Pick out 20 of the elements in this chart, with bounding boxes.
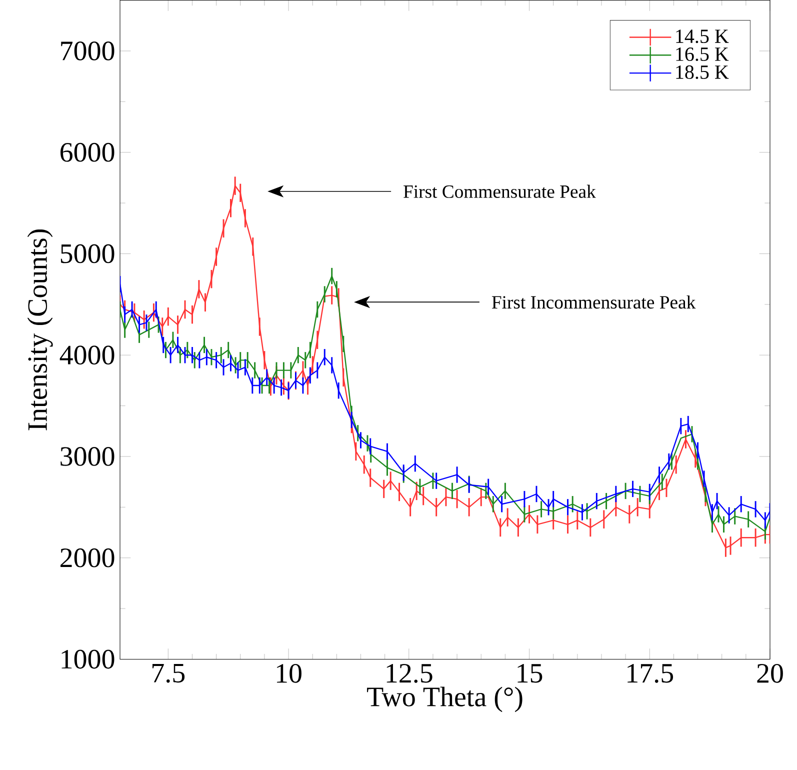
x-tick-label: 15 [518,664,542,683]
x-tick-label: 20 [757,664,783,683]
x-axis-title: Two Theta (°) [367,686,522,712]
legend-label: 16.5 K [676,47,729,61]
y-tick-label: 6000 [60,142,114,162]
y-tick-label: 1000 [62,650,114,669]
annotation: First Commensurate Peak [404,184,596,198]
y-tick-label: 4000 [60,346,114,364]
legend-label: 14.5 K [676,29,729,43]
annotation: First Incommensurate Peak [492,295,696,308]
y-axis-title: Intensity (Counts) [27,229,53,430]
y-tick-label: 7000 [61,41,114,60]
y-tick-label: 5000 [60,244,114,264]
y-tick-label: 2000 [60,548,114,568]
x-tick-label: 17.5 [628,664,674,683]
legend-label: 18.5 K [676,65,729,79]
x-tick-label: 7.5 [152,664,185,683]
y-tick-label: 3000 [60,446,114,466]
x-tick-label: 10 [276,664,302,683]
x-tick-label: 12.5 [386,664,432,683]
